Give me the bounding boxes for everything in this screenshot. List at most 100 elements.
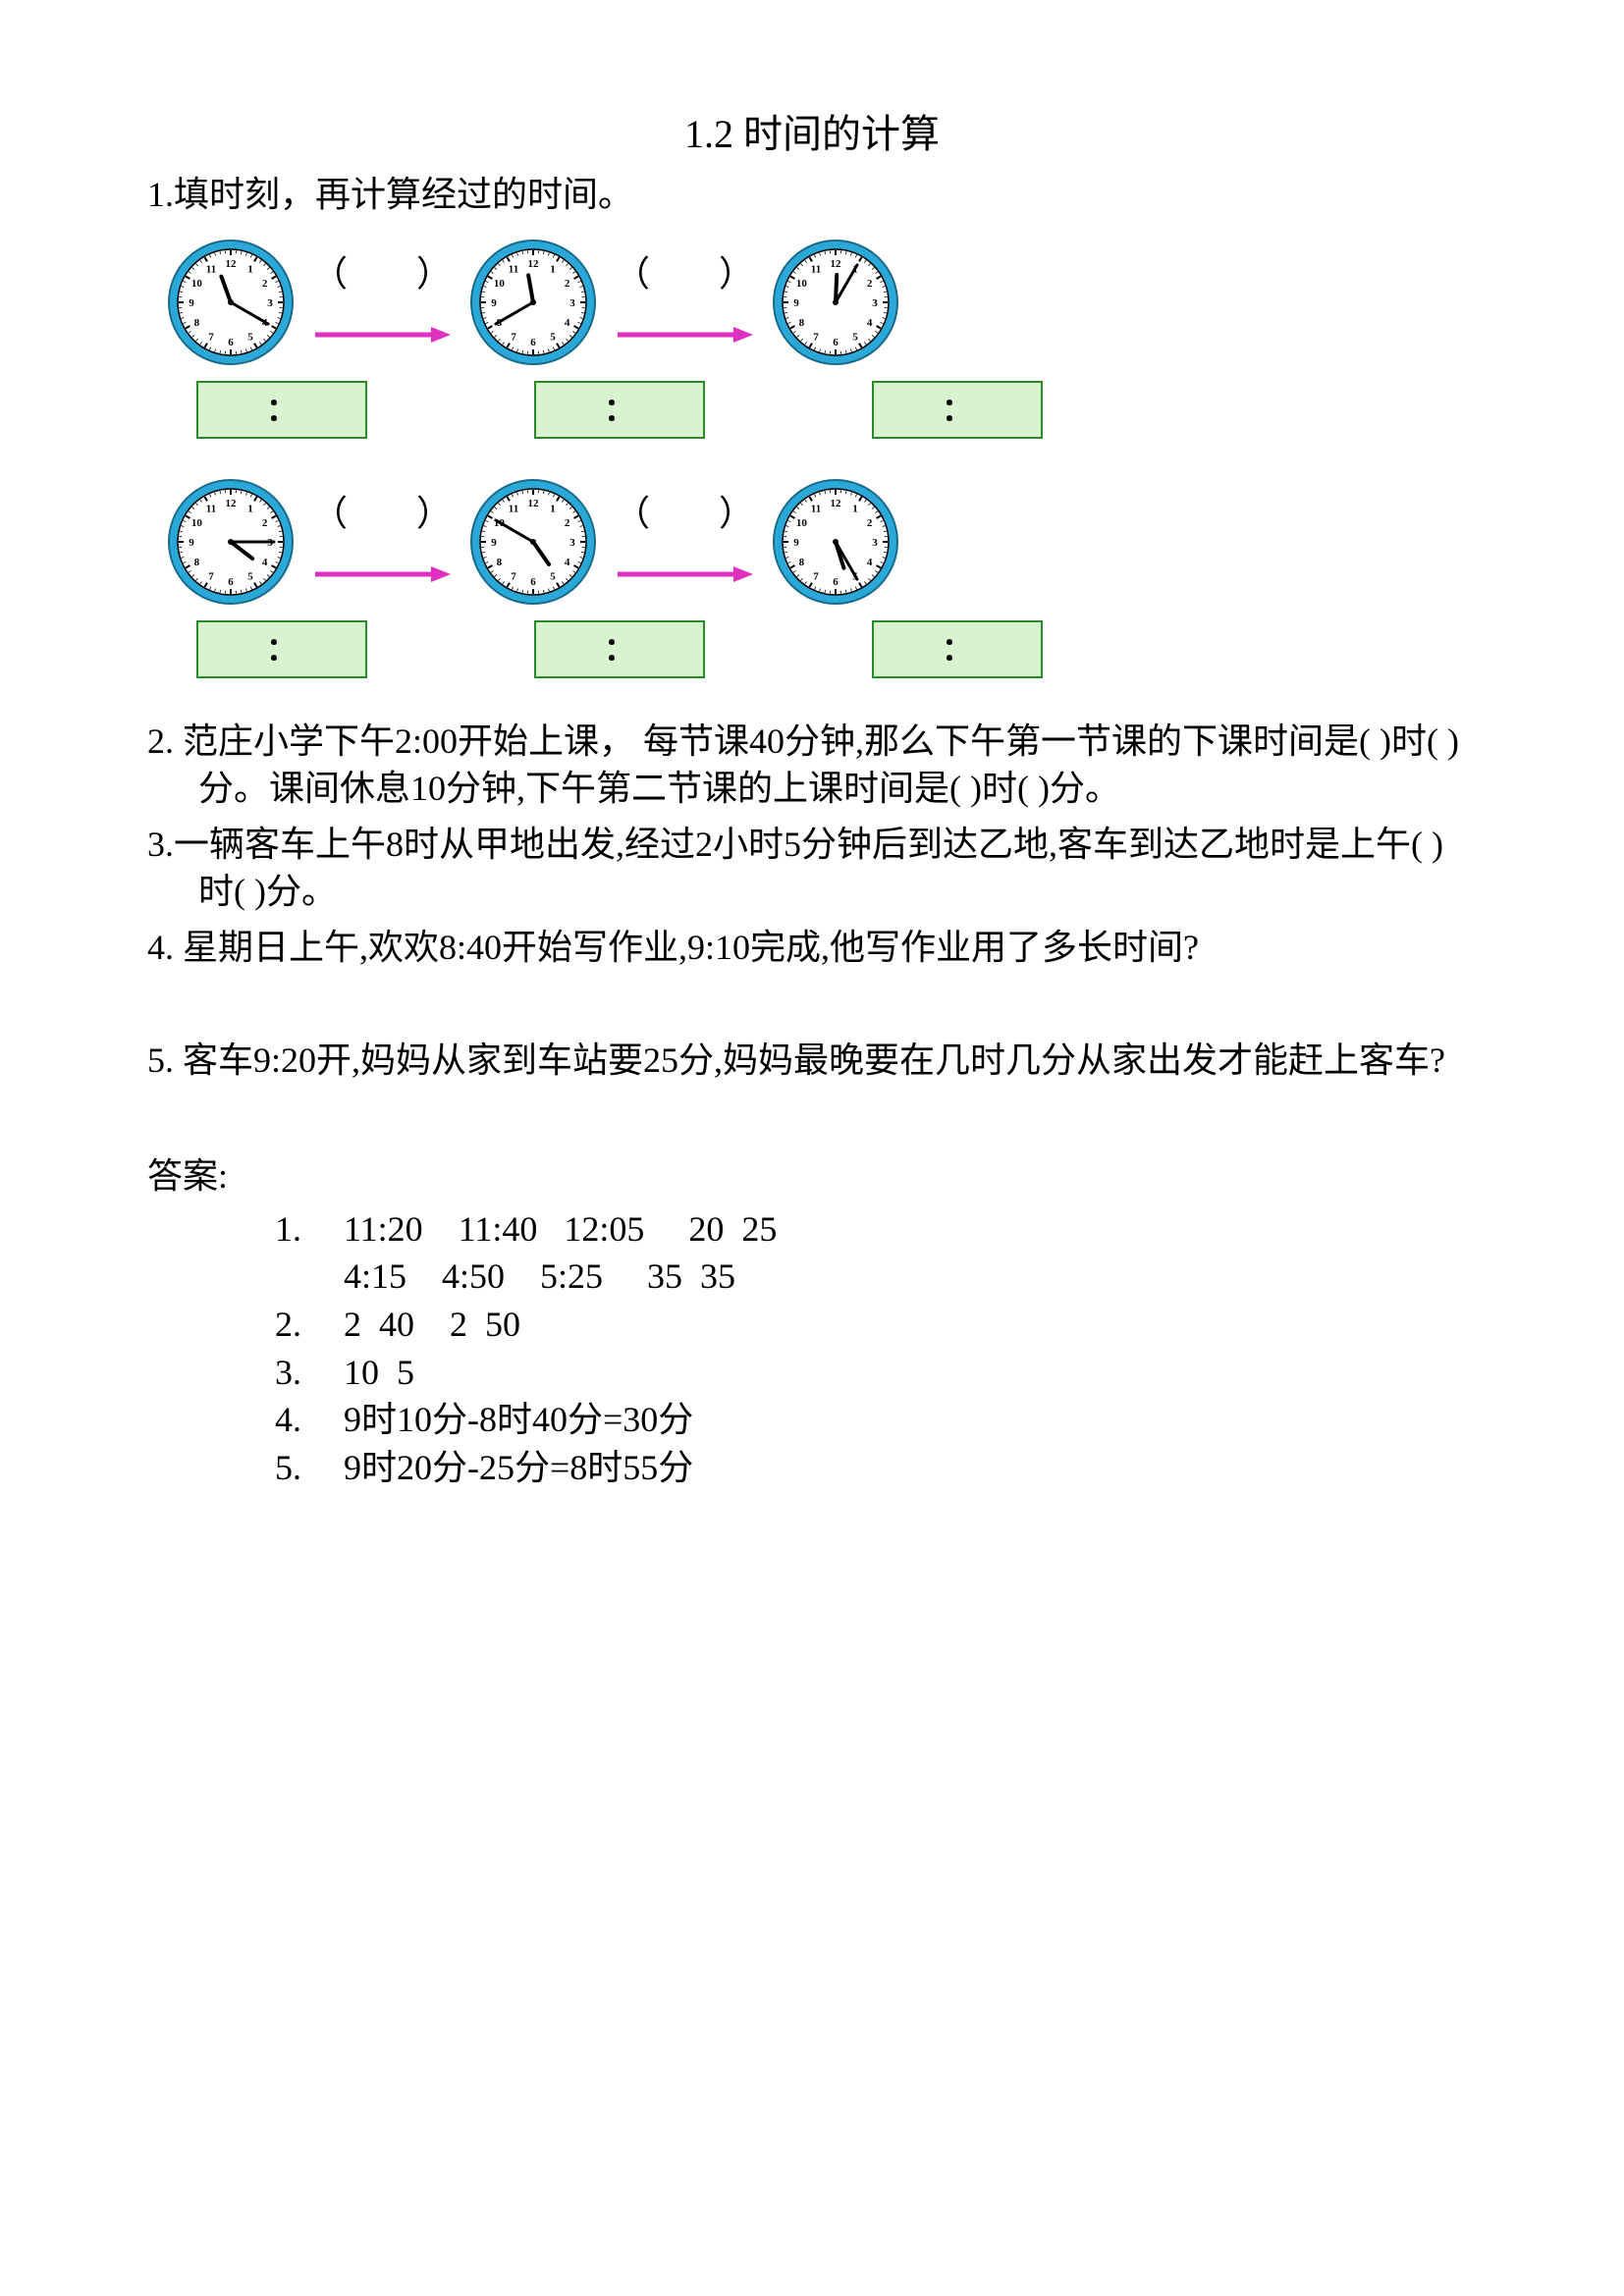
question-4: 4. 星期日上午,欢欢8:40开始写作业,9:10完成,他写作业用了多长时间? <box>147 924 1477 972</box>
time-boxes-row-1: ： ： ： <box>167 381 1457 439</box>
svg-text:2: 2 <box>867 278 873 290</box>
svg-text:10: 10 <box>191 278 203 290</box>
svg-text:11: 11 <box>206 263 216 275</box>
answer-3: 10 5 <box>344 1349 414 1397</box>
svg-text:7: 7 <box>511 331 516 343</box>
svg-text:7: 7 <box>813 570 819 582</box>
answer-num: 5. <box>275 1444 344 1492</box>
svg-text:9: 9 <box>491 537 497 549</box>
svg-text:11: 11 <box>811 263 821 275</box>
svg-text:2: 2 <box>867 517 873 529</box>
time-input-box[interactable]: ： <box>196 620 367 678</box>
svg-text:7: 7 <box>208 570 214 582</box>
clock-1-2: 121234567891011 <box>469 239 597 366</box>
svg-text:10: 10 <box>191 517 203 529</box>
svg-text:2: 2 <box>565 517 570 529</box>
svg-text:1: 1 <box>247 503 253 514</box>
svg-text:1: 1 <box>550 263 556 275</box>
paren-r: ） <box>416 250 452 298</box>
svg-text:6: 6 <box>530 337 536 348</box>
time-input-box[interactable]: ： <box>534 381 705 439</box>
svg-text:3: 3 <box>872 537 878 549</box>
svg-text:9: 9 <box>189 297 194 309</box>
paren-r: ） <box>719 250 754 298</box>
answer-num: 1. <box>275 1205 344 1254</box>
svg-text:12: 12 <box>528 258 540 270</box>
paren-l: （ <box>615 490 650 538</box>
svg-text:6: 6 <box>833 576 839 588</box>
paren-r: ） <box>719 490 754 538</box>
paren-r: ） <box>416 490 452 538</box>
question-3: 3.一辆客车上午8时从甲地出发,经过2小时5分钟后到达乙地,客车到达乙地时是上午… <box>147 821 1477 916</box>
svg-text:1: 1 <box>852 503 858 514</box>
svg-text:11: 11 <box>206 503 216 514</box>
svg-text:6: 6 <box>228 337 234 348</box>
svg-text:10: 10 <box>796 517 808 529</box>
svg-text:2: 2 <box>565 278 570 290</box>
svg-text:5: 5 <box>550 331 556 343</box>
paren-l: （ <box>312 490 348 538</box>
svg-text:8: 8 <box>497 557 503 568</box>
svg-text:5: 5 <box>247 331 253 343</box>
svg-text:7: 7 <box>511 570 516 582</box>
svg-text:2: 2 <box>262 278 268 290</box>
clock-1-1: 121234567891011 <box>167 239 295 366</box>
svg-text:8: 8 <box>194 317 200 329</box>
svg-text:8: 8 <box>799 557 805 568</box>
answer-num: 4. <box>275 1396 344 1444</box>
svg-text:3: 3 <box>569 297 575 309</box>
answer-1-line1: 11:20 11:40 12:05 20 25 <box>344 1205 777 1254</box>
svg-text:3: 3 <box>872 297 878 309</box>
svg-text:11: 11 <box>811 503 821 514</box>
answer-5: 9时20分-25分=8时55分 <box>344 1444 693 1492</box>
arrow-icon <box>313 309 451 329</box>
time-input-box[interactable]: ： <box>534 620 705 678</box>
svg-text:4: 4 <box>262 557 268 568</box>
clock-1-3: 121234567891011 <box>772 239 899 366</box>
clock-row-2: 121234567891011 （） 121234567891011 （） 12… <box>167 478 1457 606</box>
svg-text:12: 12 <box>226 258 238 270</box>
svg-text:7: 7 <box>813 331 819 343</box>
svg-text:7: 7 <box>208 331 214 343</box>
answers-label: 答案: <box>147 1152 1477 1201</box>
time-input-box[interactable]: ： <box>872 620 1043 678</box>
svg-text:10: 10 <box>494 278 506 290</box>
arrow-icon <box>313 549 451 568</box>
svg-text:12: 12 <box>831 498 842 509</box>
clock-2-1: 121234567891011 <box>167 478 295 606</box>
svg-text:12: 12 <box>226 498 238 509</box>
svg-text:1: 1 <box>550 503 556 514</box>
svg-text:11: 11 <box>509 263 518 275</box>
svg-text:4: 4 <box>867 557 873 568</box>
answers-section: 答案: 1.11:20 11:40 12:05 20 25 4:15 4:50 … <box>147 1152 1477 1491</box>
svg-text:12: 12 <box>528 498 540 509</box>
svg-text:9: 9 <box>793 537 799 549</box>
answer-num: 2. <box>275 1301 344 1349</box>
svg-text:4: 4 <box>867 317 873 329</box>
question-5: 5. 客车9:20开,妈妈从家到车站要25分,妈妈最晚要在几时几分从家出发才能赶… <box>147 1037 1477 1085</box>
clock-2-2: 121234567891011 <box>469 478 597 606</box>
svg-text:5: 5 <box>852 331 858 343</box>
svg-text:10: 10 <box>796 278 808 290</box>
time-input-box[interactable]: ： <box>196 381 367 439</box>
answer-2: 2 40 2 50 <box>344 1301 520 1349</box>
svg-text:6: 6 <box>833 337 839 348</box>
time-input-box[interactable]: ： <box>872 381 1043 439</box>
paren-l: （ <box>312 250 348 298</box>
svg-text:9: 9 <box>189 537 194 549</box>
svg-text:6: 6 <box>228 576 234 588</box>
svg-text:8: 8 <box>194 557 200 568</box>
time-boxes-row-2: ： ： ： <box>167 620 1457 678</box>
page-title: 1.2 时间的计算 <box>147 108 1477 161</box>
svg-text:6: 6 <box>530 576 536 588</box>
clock-2-3: 121234567891011 <box>772 478 899 606</box>
svg-text:5: 5 <box>550 570 556 582</box>
svg-text:9: 9 <box>793 297 799 309</box>
paren-l: （ <box>615 250 650 298</box>
answer-1-line2: 4:15 4:50 5:25 35 35 <box>344 1256 735 1296</box>
svg-text:4: 4 <box>565 557 570 568</box>
question-1-prompt: 1.填时刻，再计算经过的时间。 <box>147 171 1477 219</box>
svg-text:11: 11 <box>509 503 518 514</box>
svg-text:1: 1 <box>247 263 253 275</box>
svg-text:3: 3 <box>267 297 273 309</box>
